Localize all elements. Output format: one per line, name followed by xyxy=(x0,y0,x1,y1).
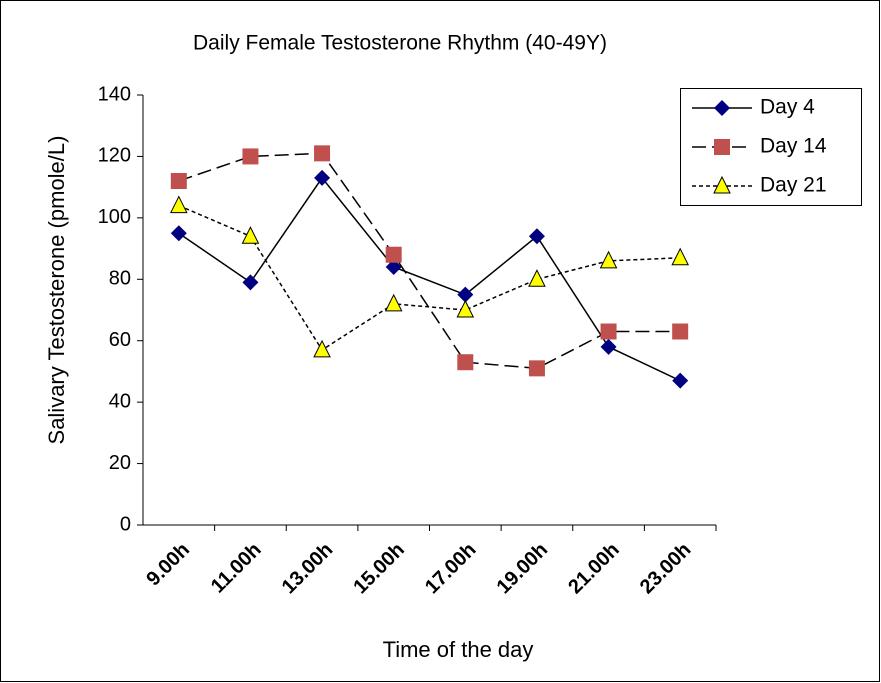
marker xyxy=(385,259,402,275)
marker xyxy=(242,274,259,291)
marker xyxy=(528,269,546,287)
marker xyxy=(600,323,617,340)
y-tick-label: 80 xyxy=(109,268,131,290)
marker xyxy=(528,360,545,377)
marker xyxy=(672,323,689,340)
y-axis-title: Salivary Testosterone (pmole/L) xyxy=(44,136,69,445)
y-tick-label: 120 xyxy=(98,145,131,167)
legend-marker xyxy=(714,100,730,116)
marker xyxy=(456,299,475,318)
legend-marker xyxy=(714,139,730,155)
marker xyxy=(170,195,188,214)
marker xyxy=(671,247,689,266)
legend-label: Day 21 xyxy=(760,174,827,197)
marker xyxy=(672,372,689,389)
marker xyxy=(600,338,617,355)
legend-marker xyxy=(713,175,731,194)
y-tick-label: 40 xyxy=(109,390,131,412)
y-tick-label: 140 xyxy=(98,83,131,105)
marker xyxy=(528,228,545,245)
chart-title: Daily Female Testosterone Rhythm (40-49Y… xyxy=(193,32,607,55)
marker xyxy=(457,286,474,303)
y-tick-label: 20 xyxy=(109,452,131,474)
marker xyxy=(242,148,259,165)
series-line xyxy=(178,204,681,351)
marker xyxy=(385,246,402,263)
marker xyxy=(241,226,260,244)
series-line xyxy=(178,152,681,370)
y-tick-label: 0 xyxy=(120,513,131,535)
series-line xyxy=(178,176,681,382)
y-tick-label: 100 xyxy=(98,206,131,228)
legend-label: Day 4 xyxy=(760,96,815,119)
legend-label: Day 14 xyxy=(760,135,827,158)
x-axis-title: Time of the day xyxy=(383,637,534,662)
marker xyxy=(457,354,474,371)
marker xyxy=(170,173,187,189)
marker xyxy=(314,169,331,186)
marker xyxy=(313,339,331,358)
y-tick-label: 60 xyxy=(109,329,131,351)
marker xyxy=(599,250,618,269)
marker xyxy=(384,293,403,312)
marker xyxy=(314,145,331,162)
marker xyxy=(170,225,187,242)
